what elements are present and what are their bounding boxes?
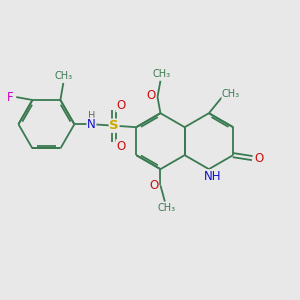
Text: F: F xyxy=(6,91,13,103)
Text: CH₃: CH₃ xyxy=(157,203,176,213)
Text: O: O xyxy=(146,89,156,102)
Text: CH₃: CH₃ xyxy=(55,70,73,81)
Text: CH₃: CH₃ xyxy=(153,69,171,79)
Text: S: S xyxy=(109,119,119,132)
Text: O: O xyxy=(254,152,263,165)
Text: O: O xyxy=(116,99,125,112)
Text: O: O xyxy=(149,179,159,192)
Text: CH₃: CH₃ xyxy=(222,89,240,99)
Text: N: N xyxy=(87,118,96,131)
Text: NH: NH xyxy=(204,170,221,183)
Text: H: H xyxy=(88,111,96,121)
Text: O: O xyxy=(116,140,125,153)
